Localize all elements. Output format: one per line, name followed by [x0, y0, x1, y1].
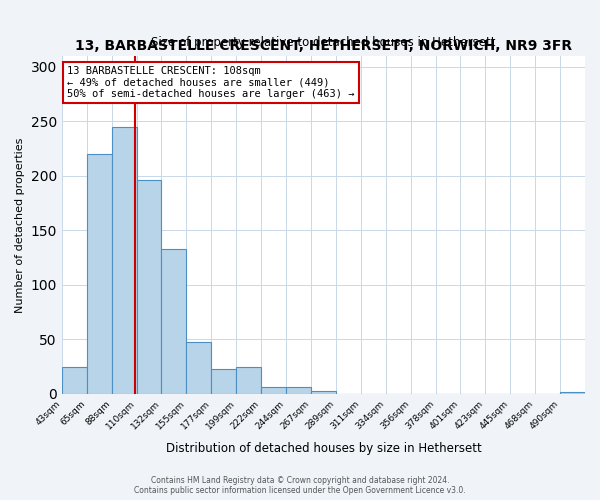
Text: Size of property relative to detached houses in Hethersett: Size of property relative to detached ho…: [151, 36, 496, 49]
Bar: [236, 366, 261, 394]
Text: Contains HM Land Registry data © Crown copyright and database right 2024.
Contai: Contains HM Land Registry data © Crown c…: [134, 476, 466, 495]
Bar: [161, 249, 187, 394]
Title: 13, BARBASTELLE CRESCENT, HETHERSETT, NORWICH, NR9 3FR: 13, BARBASTELLE CRESCENT, HETHERSETT, NO…: [75, 39, 572, 53]
Text: 13 BARBASTELLE CRESCENT: 108sqm
← 49% of detached houses are smaller (449)
50% o: 13 BARBASTELLE CRESCENT: 108sqm ← 49% of…: [67, 66, 355, 99]
Bar: [286, 388, 311, 394]
Bar: [87, 154, 112, 394]
X-axis label: Distribution of detached houses by size in Hethersett: Distribution of detached houses by size …: [166, 442, 481, 455]
Bar: [112, 126, 137, 394]
Bar: [261, 388, 286, 394]
Bar: [311, 390, 336, 394]
Y-axis label: Number of detached properties: Number of detached properties: [15, 137, 25, 312]
Bar: [137, 180, 161, 394]
Bar: [62, 366, 87, 394]
Bar: [560, 392, 585, 394]
Bar: [211, 369, 236, 394]
Bar: [187, 342, 211, 394]
